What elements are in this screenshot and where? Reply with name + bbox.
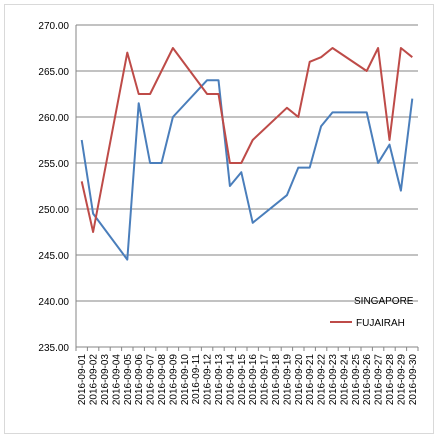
series-lines [80, 47, 414, 261]
x-axis-ticks: 2016-09-01 2016-09-02 2016-09-03 2016-09-04… [75, 347, 419, 406]
y-tick-label: 270.00 [38, 21, 69, 32]
series-line-fujairah [80, 47, 413, 233]
x-tick-label: 2016-09-27 [374, 354, 385, 406]
x-tick-label: 2016-09-07 [146, 354, 157, 406]
x-tick-label: 2016-09-15 [237, 354, 248, 406]
x-tick-label: 2016-09-13 [214, 354, 225, 406]
x-tick-label: 2016-09-06 [134, 354, 145, 406]
y-tick-label: 235.00 [38, 343, 69, 354]
x-tick-label: 2016-09-16 [248, 354, 259, 406]
x-tick-label: 2016-09-17 [260, 354, 271, 406]
legend-label: SINGAPORE [354, 296, 414, 307]
y-tick-label: 255.00 [38, 159, 69, 170]
x-tick-label: 2016-09-02 [89, 354, 100, 406]
x-tick-label: 2016-09-11 [191, 354, 202, 405]
x-tick-label: 2016-09-26 [362, 354, 373, 406]
x-tick-label: 2016-09-08 [157, 354, 168, 406]
x-tick-label: 2016-09-28 [385, 354, 396, 406]
x-tick-label: 2016-09-24 [339, 354, 350, 406]
x-tick-label: 2016-09-18 [271, 354, 282, 406]
x-tick-label: 2016-09-23 [328, 354, 339, 406]
series-line-singapore [80, 79, 414, 261]
y-axis-ticks: 235.00 240.00 245.00 250.00 255.00 260.00 265.… [38, 21, 69, 354]
x-tick-label: 2016-09-25 [351, 354, 362, 406]
x-tick-label: 2016-09-21 [305, 354, 316, 406]
x-tick-label: 2016-09-05 [123, 354, 134, 406]
x-tick-label: 2016-09-12 [203, 354, 214, 406]
y-tick-label: 245.00 [38, 251, 69, 262]
y-tick-label: 260.00 [38, 113, 69, 124]
y-tick-label: 250.00 [38, 205, 69, 216]
x-tick-label: 2016-09-29 [396, 354, 407, 406]
legend: SINGAPORE FUJAIRAH [330, 296, 414, 329]
x-tick-label: 2016-09-03 [100, 354, 111, 406]
x-tick-label: 2016-09-30 [408, 354, 419, 406]
y-tick-label: 240.00 [38, 297, 69, 308]
x-tick-label: 2016-09-19 [282, 354, 293, 406]
legend-label: FUJAIRAH [356, 318, 405, 329]
y-tick-label: 265.00 [38, 67, 69, 78]
x-tick-label: 2016-09-01 [77, 354, 88, 406]
x-tick-label: 2016-09-20 [294, 354, 305, 406]
x-tick-label: 2016-09-22 [317, 354, 328, 406]
x-tick-label: 2016-09-09 [168, 354, 179, 406]
x-tick-label: 2016-09-04 [111, 354, 122, 406]
x-tick-label: 2016-09-10 [180, 354, 191, 406]
x-tick-label: 2016-09-14 [225, 354, 236, 406]
